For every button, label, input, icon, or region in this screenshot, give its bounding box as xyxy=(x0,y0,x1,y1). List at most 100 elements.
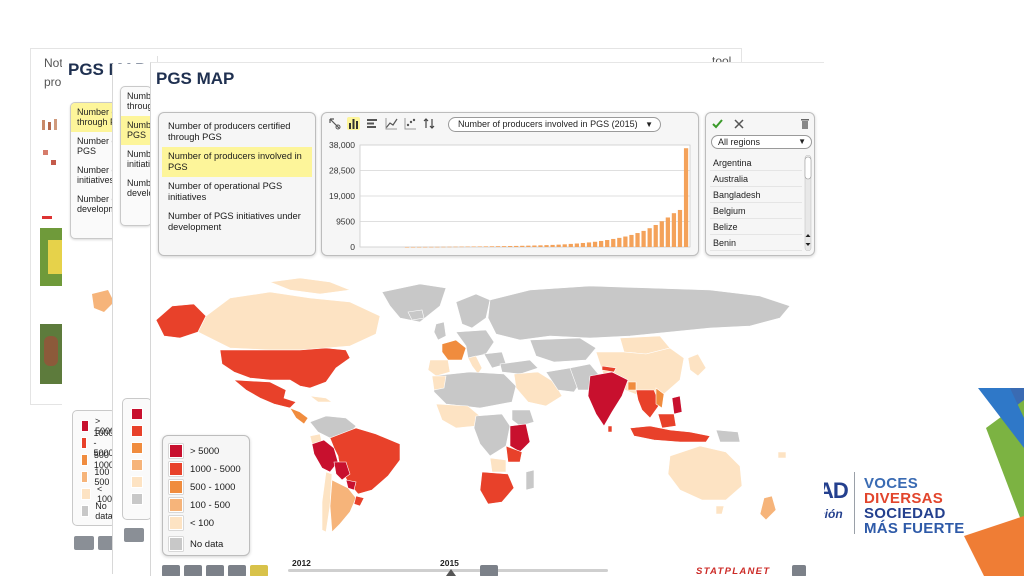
back-indicator-item: Number of producers certified through PG… xyxy=(127,91,151,111)
eye-icon[interactable] xyxy=(184,565,202,576)
chart-bar xyxy=(435,246,440,248)
country-item[interactable]: Bangladesh xyxy=(710,187,802,203)
chart-bar xyxy=(574,243,579,247)
brand-words: VOCES DIVERSAS SOCIEDAD MÁS FUERTE xyxy=(864,476,965,536)
chart-bar xyxy=(429,246,434,248)
chart-bar xyxy=(629,234,634,247)
chart-bar xyxy=(417,246,422,248)
chart-bar xyxy=(562,244,567,247)
line-chart-icon[interactable] xyxy=(385,117,398,130)
region-dropdown[interactable]: All regions ▼ xyxy=(711,135,812,149)
chart-bar xyxy=(605,240,610,247)
back-indicator-item: Number of operational PGS initiatives xyxy=(127,149,151,169)
table-icon[interactable] xyxy=(228,565,246,576)
bar-chart-icon[interactable] xyxy=(347,117,360,130)
chart-bar xyxy=(647,228,652,247)
legend-swatch xyxy=(169,498,183,512)
country-scrollbar[interactable] xyxy=(804,155,812,251)
indicator-item-selected[interactable]: Number of producers involved in PGS xyxy=(162,147,312,177)
map-region-tasmania xyxy=(715,505,725,515)
back-indicator-item: Number of producers involved in PGS xyxy=(121,116,151,145)
back-indicator-list-2: Number of producers certified through PG… xyxy=(120,86,152,226)
y-tick-label: 28,500 xyxy=(329,166,355,176)
back-indicator-item: Number of producers involved in PGS xyxy=(77,136,117,156)
timeline-bar: 2012 2015 STATPLANET xyxy=(150,557,824,576)
horizontal-bar-icon[interactable] xyxy=(366,117,379,130)
chart-bar xyxy=(538,245,543,247)
chart-bar xyxy=(550,244,555,247)
bar-chart: 38,000 28,500 19,000 9500 0 xyxy=(329,140,691,252)
brand-decoration xyxy=(964,388,1024,576)
legend-item: 1000 - 5000 xyxy=(169,460,249,478)
sort-icon[interactable] xyxy=(423,117,436,130)
check-icon[interactable] xyxy=(712,119,723,129)
back-map-fragment xyxy=(92,290,114,312)
chart-bar xyxy=(677,209,683,247)
map-region-kazakhstan xyxy=(529,337,597,363)
back-legend: > 5000 1000 - 5000 500 - 1000 100 - 500 … xyxy=(72,410,116,526)
map-region-pacific-islands xyxy=(777,451,787,459)
close-icon[interactable] xyxy=(734,119,744,129)
image-export-icon[interactable] xyxy=(206,565,224,576)
country-item[interactable]: Belgium xyxy=(710,203,802,219)
timeline-handle-icon[interactable] xyxy=(446,569,456,576)
country-item[interactable]: Belize xyxy=(710,219,802,235)
map-region-southeast-asia xyxy=(635,389,661,419)
chart-bar xyxy=(465,246,470,248)
legend-item: 100 - 500 xyxy=(169,496,249,514)
back-indicator-item: Number of PGS initiatives under developm… xyxy=(77,194,117,214)
indicator-item[interactable]: Number of operational PGS initiatives xyxy=(168,181,283,202)
map-region-philippines xyxy=(671,395,683,415)
play-icon[interactable] xyxy=(480,565,498,576)
map-region-greenland xyxy=(381,283,447,323)
timeline-slider[interactable] xyxy=(288,569,608,572)
back-indicator-list: Number of producers certified through PG… xyxy=(70,102,118,239)
fullscreen-icon[interactable] xyxy=(162,565,180,576)
map-region-borneo xyxy=(657,413,677,429)
chart-bar xyxy=(592,241,598,247)
map-region-bolivia xyxy=(333,461,351,481)
map-region-alaska xyxy=(155,303,207,339)
indicator-item[interactable]: Number of producers certified through PG… xyxy=(168,121,291,142)
map-region-canada xyxy=(197,291,381,351)
back-indicator-item: Number of producers certified through PG… xyxy=(71,103,117,132)
map-region-uruguay xyxy=(353,495,365,507)
legend-item: No data xyxy=(169,535,249,553)
y-tick-label: 38,000 xyxy=(329,140,355,150)
map-tool-icon[interactable] xyxy=(328,117,341,130)
scatter-icon[interactable] xyxy=(404,117,417,130)
chart-bar xyxy=(568,243,573,247)
chart-bar xyxy=(423,246,428,248)
expand-icon[interactable] xyxy=(792,565,806,576)
fullscreen-icon xyxy=(124,528,144,542)
map-region-argentina xyxy=(329,479,357,533)
map-region-india xyxy=(587,371,629,427)
map-region-france xyxy=(441,339,467,361)
indicator-dropdown[interactable]: Number of producers involved in PGS (201… xyxy=(448,117,661,132)
legend-swatch xyxy=(169,537,183,551)
legend-swatch xyxy=(169,462,183,476)
indicator-item[interactable]: Number of PGS initiatives under developm… xyxy=(168,211,301,232)
map-region-southern-africa xyxy=(479,471,515,505)
legend-swatch xyxy=(169,444,183,458)
legend-swatch xyxy=(169,516,183,530)
country-item[interactable]: Argentina xyxy=(710,155,802,171)
back-indicator-item: Number of operational PGS initiatives xyxy=(77,165,117,185)
map-region-sri-lanka xyxy=(607,425,613,433)
map-region-scandinavia xyxy=(455,293,491,329)
country-item[interactable]: Benin xyxy=(710,235,802,251)
map-region-madagascar xyxy=(525,469,535,491)
map-region-west-africa xyxy=(435,403,481,429)
chart-bar xyxy=(671,213,677,247)
indicator-list: Number of producers certified through PG… xyxy=(158,112,316,256)
timeline-end-year: 2015 xyxy=(440,558,459,568)
map-region-usa xyxy=(219,347,351,389)
map-region-zambia xyxy=(489,457,507,473)
country-item[interactable]: Australia xyxy=(710,171,802,187)
notes-icon[interactable] xyxy=(250,565,268,576)
trash-icon[interactable] xyxy=(800,117,810,130)
chart-bar xyxy=(532,245,537,247)
map-region-korea-japan xyxy=(687,353,707,377)
chart-bar xyxy=(441,246,446,248)
chart-bar xyxy=(501,246,507,247)
